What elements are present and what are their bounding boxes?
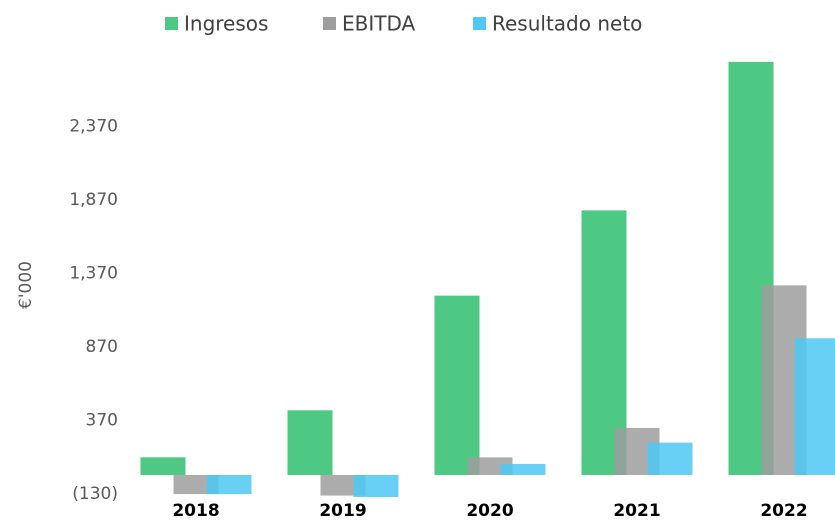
x-tick-label: 2019 xyxy=(319,501,366,521)
x-tick-label: 2020 xyxy=(466,501,513,521)
legend-swatch xyxy=(165,17,178,30)
bar xyxy=(206,474,252,495)
legend-swatch xyxy=(323,17,336,30)
legend-swatch xyxy=(473,17,486,30)
legend-label: Ingresos xyxy=(184,12,268,36)
bar xyxy=(647,442,693,475)
x-tick-label: 2021 xyxy=(613,501,660,521)
y-tick-label: 870 xyxy=(86,337,118,357)
x-tick-label: 2018 xyxy=(172,501,219,521)
y-tick-label: (130) xyxy=(72,484,118,504)
y-tick-label: 2,370 xyxy=(69,117,118,137)
x-tick-label: 2022 xyxy=(760,501,807,521)
bar xyxy=(794,338,835,475)
y-tick-label: 1,870 xyxy=(69,190,118,210)
bar xyxy=(500,463,546,475)
y-tick-label: 1,370 xyxy=(69,264,118,284)
bar xyxy=(140,457,186,475)
legend-label: EBITDA xyxy=(342,12,416,36)
y-tick-label: 370 xyxy=(86,411,118,431)
bar xyxy=(353,474,399,498)
legend-label: Resultado neto xyxy=(492,12,642,36)
y-axis-title: €'000 xyxy=(16,261,36,309)
bar xyxy=(434,295,480,475)
bar xyxy=(287,410,333,475)
